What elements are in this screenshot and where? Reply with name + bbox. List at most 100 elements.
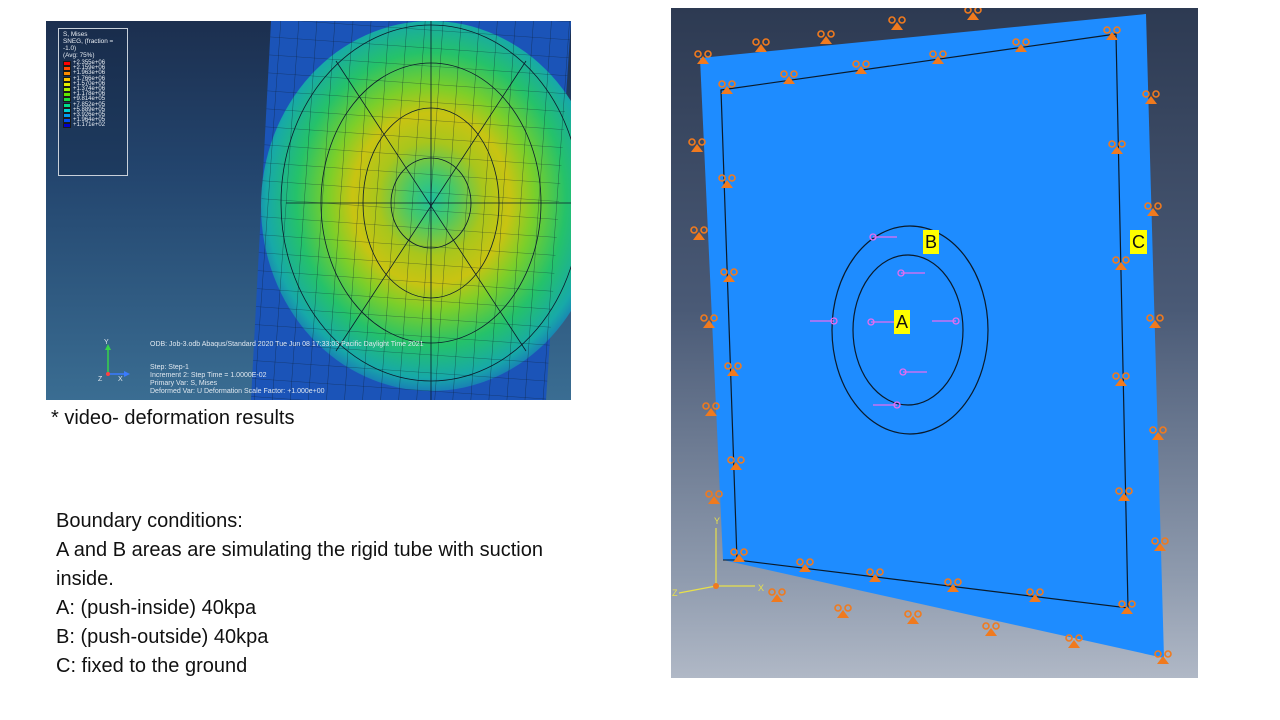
fixed-support-icon xyxy=(1144,202,1162,216)
fixed-support-icon xyxy=(852,60,870,74)
step-info-2: Increment 2: Step Time = 1.0000E-02 xyxy=(150,372,267,379)
fixed-support-icon xyxy=(720,268,738,282)
legend-value: +2.159e+06 xyxy=(73,65,106,72)
legend-title-2: SNEG, (fraction = -1.0) xyxy=(63,38,114,52)
fixed-support-icon xyxy=(727,456,745,470)
legend-swatch xyxy=(63,81,71,87)
plate xyxy=(700,14,1164,658)
legend-title-3: (Avg: 75%) xyxy=(63,52,95,59)
step-info-4: Deformed Var: U Deformation Scale Factor… xyxy=(150,388,325,395)
label-c: C xyxy=(1130,230,1147,254)
label-a: A xyxy=(894,310,911,334)
fixed-support-icon xyxy=(1112,372,1130,386)
fixed-support-icon xyxy=(730,548,748,562)
legend-entry: +2.355e+06 xyxy=(63,60,123,67)
legend-swatch xyxy=(63,92,71,98)
legend-swatch xyxy=(63,118,71,124)
boundary-model-image: Y X Z B A C xyxy=(671,8,1198,678)
fixed-support-icon xyxy=(1118,600,1136,614)
load-arrow-icon xyxy=(873,401,901,409)
step-info-1: Step: Step-1 xyxy=(150,364,189,371)
legend-entry: +2.159e+06 xyxy=(63,65,123,72)
legend-value: +3.926e+05 xyxy=(73,111,106,118)
load-arrow-icon xyxy=(867,318,895,326)
fixed-support-icon xyxy=(1026,588,1044,602)
fixed-support-icon xyxy=(688,138,706,152)
model-axis-x-label: X xyxy=(758,583,765,593)
fixed-support-icon xyxy=(964,8,982,20)
legend-value: +1.178e+06 xyxy=(73,91,106,98)
legend-value: +7.852e+05 xyxy=(73,101,106,108)
legend-value: +1.171e+02 xyxy=(73,122,106,129)
legend-swatch xyxy=(63,123,71,129)
legend-value: +1.964e+05 xyxy=(73,117,106,124)
boundary-line-5: C: fixed to the ground xyxy=(56,655,248,677)
odb-info: ODB: Job-3.odb Abaqus/Standard 2020 Tue … xyxy=(150,341,424,348)
video-caption: * video- deformation results xyxy=(51,407,295,429)
fixed-support-icon xyxy=(834,604,852,618)
fixed-support-icon xyxy=(752,38,770,52)
fixed-support-icon xyxy=(944,578,962,592)
boundary-line-4: B: (push-outside) 40kpa xyxy=(56,626,269,648)
fixed-support-icon xyxy=(888,16,906,30)
fixed-support-icon xyxy=(718,174,736,188)
legend-value: +1.570e+06 xyxy=(73,80,106,87)
load-arrow-icon xyxy=(810,317,838,325)
fixed-support-icon xyxy=(780,70,798,84)
legend-entry: +9.814e+05 xyxy=(63,96,123,103)
axis-z-label: Z xyxy=(98,376,103,383)
model-axis-y-label: Y xyxy=(714,516,721,526)
load-arrow-icon xyxy=(899,368,927,376)
fixed-support-icon xyxy=(982,622,1000,636)
fixed-support-icon xyxy=(690,226,708,240)
step-info-3: Primary Var: S, Mises xyxy=(150,380,218,387)
fixed-support-icon xyxy=(866,568,884,582)
fixed-support-icon xyxy=(929,50,947,64)
legend-swatch xyxy=(63,61,71,67)
axis-y-label: Y xyxy=(104,339,109,346)
fixed-support-icon xyxy=(1151,537,1169,551)
mesh-grid xyxy=(251,21,571,400)
legend-entry: +5.889e+05 xyxy=(63,106,123,113)
legend-swatch xyxy=(63,97,71,103)
legend-swatch xyxy=(63,87,71,93)
legend-entry: +1.570e+06 xyxy=(63,80,123,87)
model-axis-z-label: Z xyxy=(672,588,678,598)
fixed-support-icon xyxy=(817,30,835,44)
load-arrow-icon xyxy=(932,317,960,325)
fixed-support-icon xyxy=(1103,26,1121,40)
fixed-support-icon xyxy=(904,610,922,624)
legend-value: +1.374e+06 xyxy=(73,86,106,93)
legend-entry: +1.963e+06 xyxy=(63,70,123,77)
area-b-outer-ring xyxy=(831,225,989,435)
fixed-support-icon xyxy=(1146,314,1164,328)
legend-value: +9.814e+05 xyxy=(73,96,106,103)
boundary-line-3: A: (push-inside) 40kpa xyxy=(56,597,257,619)
fixed-support-icon xyxy=(1112,256,1130,270)
load-arrow-icon xyxy=(897,269,925,277)
legend-scale: +2.355e+06 +2.159e+06 +1.963e+06 +1.766e+06… xyxy=(63,60,123,129)
legend-value: +2.355e+06 xyxy=(73,60,106,67)
fixed-support-icon xyxy=(1149,426,1167,440)
deformation-result-image: S, Mises SNEG, (fraction = -1.0) (Avg: 7… xyxy=(46,21,571,400)
axis-triad-icon xyxy=(105,344,130,377)
fixed-support-icon xyxy=(718,80,736,94)
model-viewport xyxy=(678,8,1172,664)
fixed-support-icon xyxy=(724,362,742,376)
load-arrow-icon xyxy=(869,233,897,241)
fixed-support-icon xyxy=(1142,90,1160,104)
stress-contour-plot xyxy=(251,21,571,400)
fixed-support-icon xyxy=(1012,38,1030,52)
legend-entry: +1.171e+02 xyxy=(63,122,123,129)
legend-value: +1.963e+06 xyxy=(73,70,106,77)
pressure-load-arrows xyxy=(810,233,960,409)
legend-swatch xyxy=(63,107,71,113)
legend-value: +1.766e+06 xyxy=(73,75,106,82)
label-b: B xyxy=(923,230,940,254)
area-a-boundary xyxy=(852,254,964,406)
boundary-title: Boundary conditions: xyxy=(56,510,243,532)
fixed-support-icon xyxy=(700,314,718,328)
legend-value: +5.889e+05 xyxy=(73,106,106,113)
fixed-support-icon xyxy=(1154,650,1172,664)
fixed-support-icon xyxy=(796,558,814,572)
